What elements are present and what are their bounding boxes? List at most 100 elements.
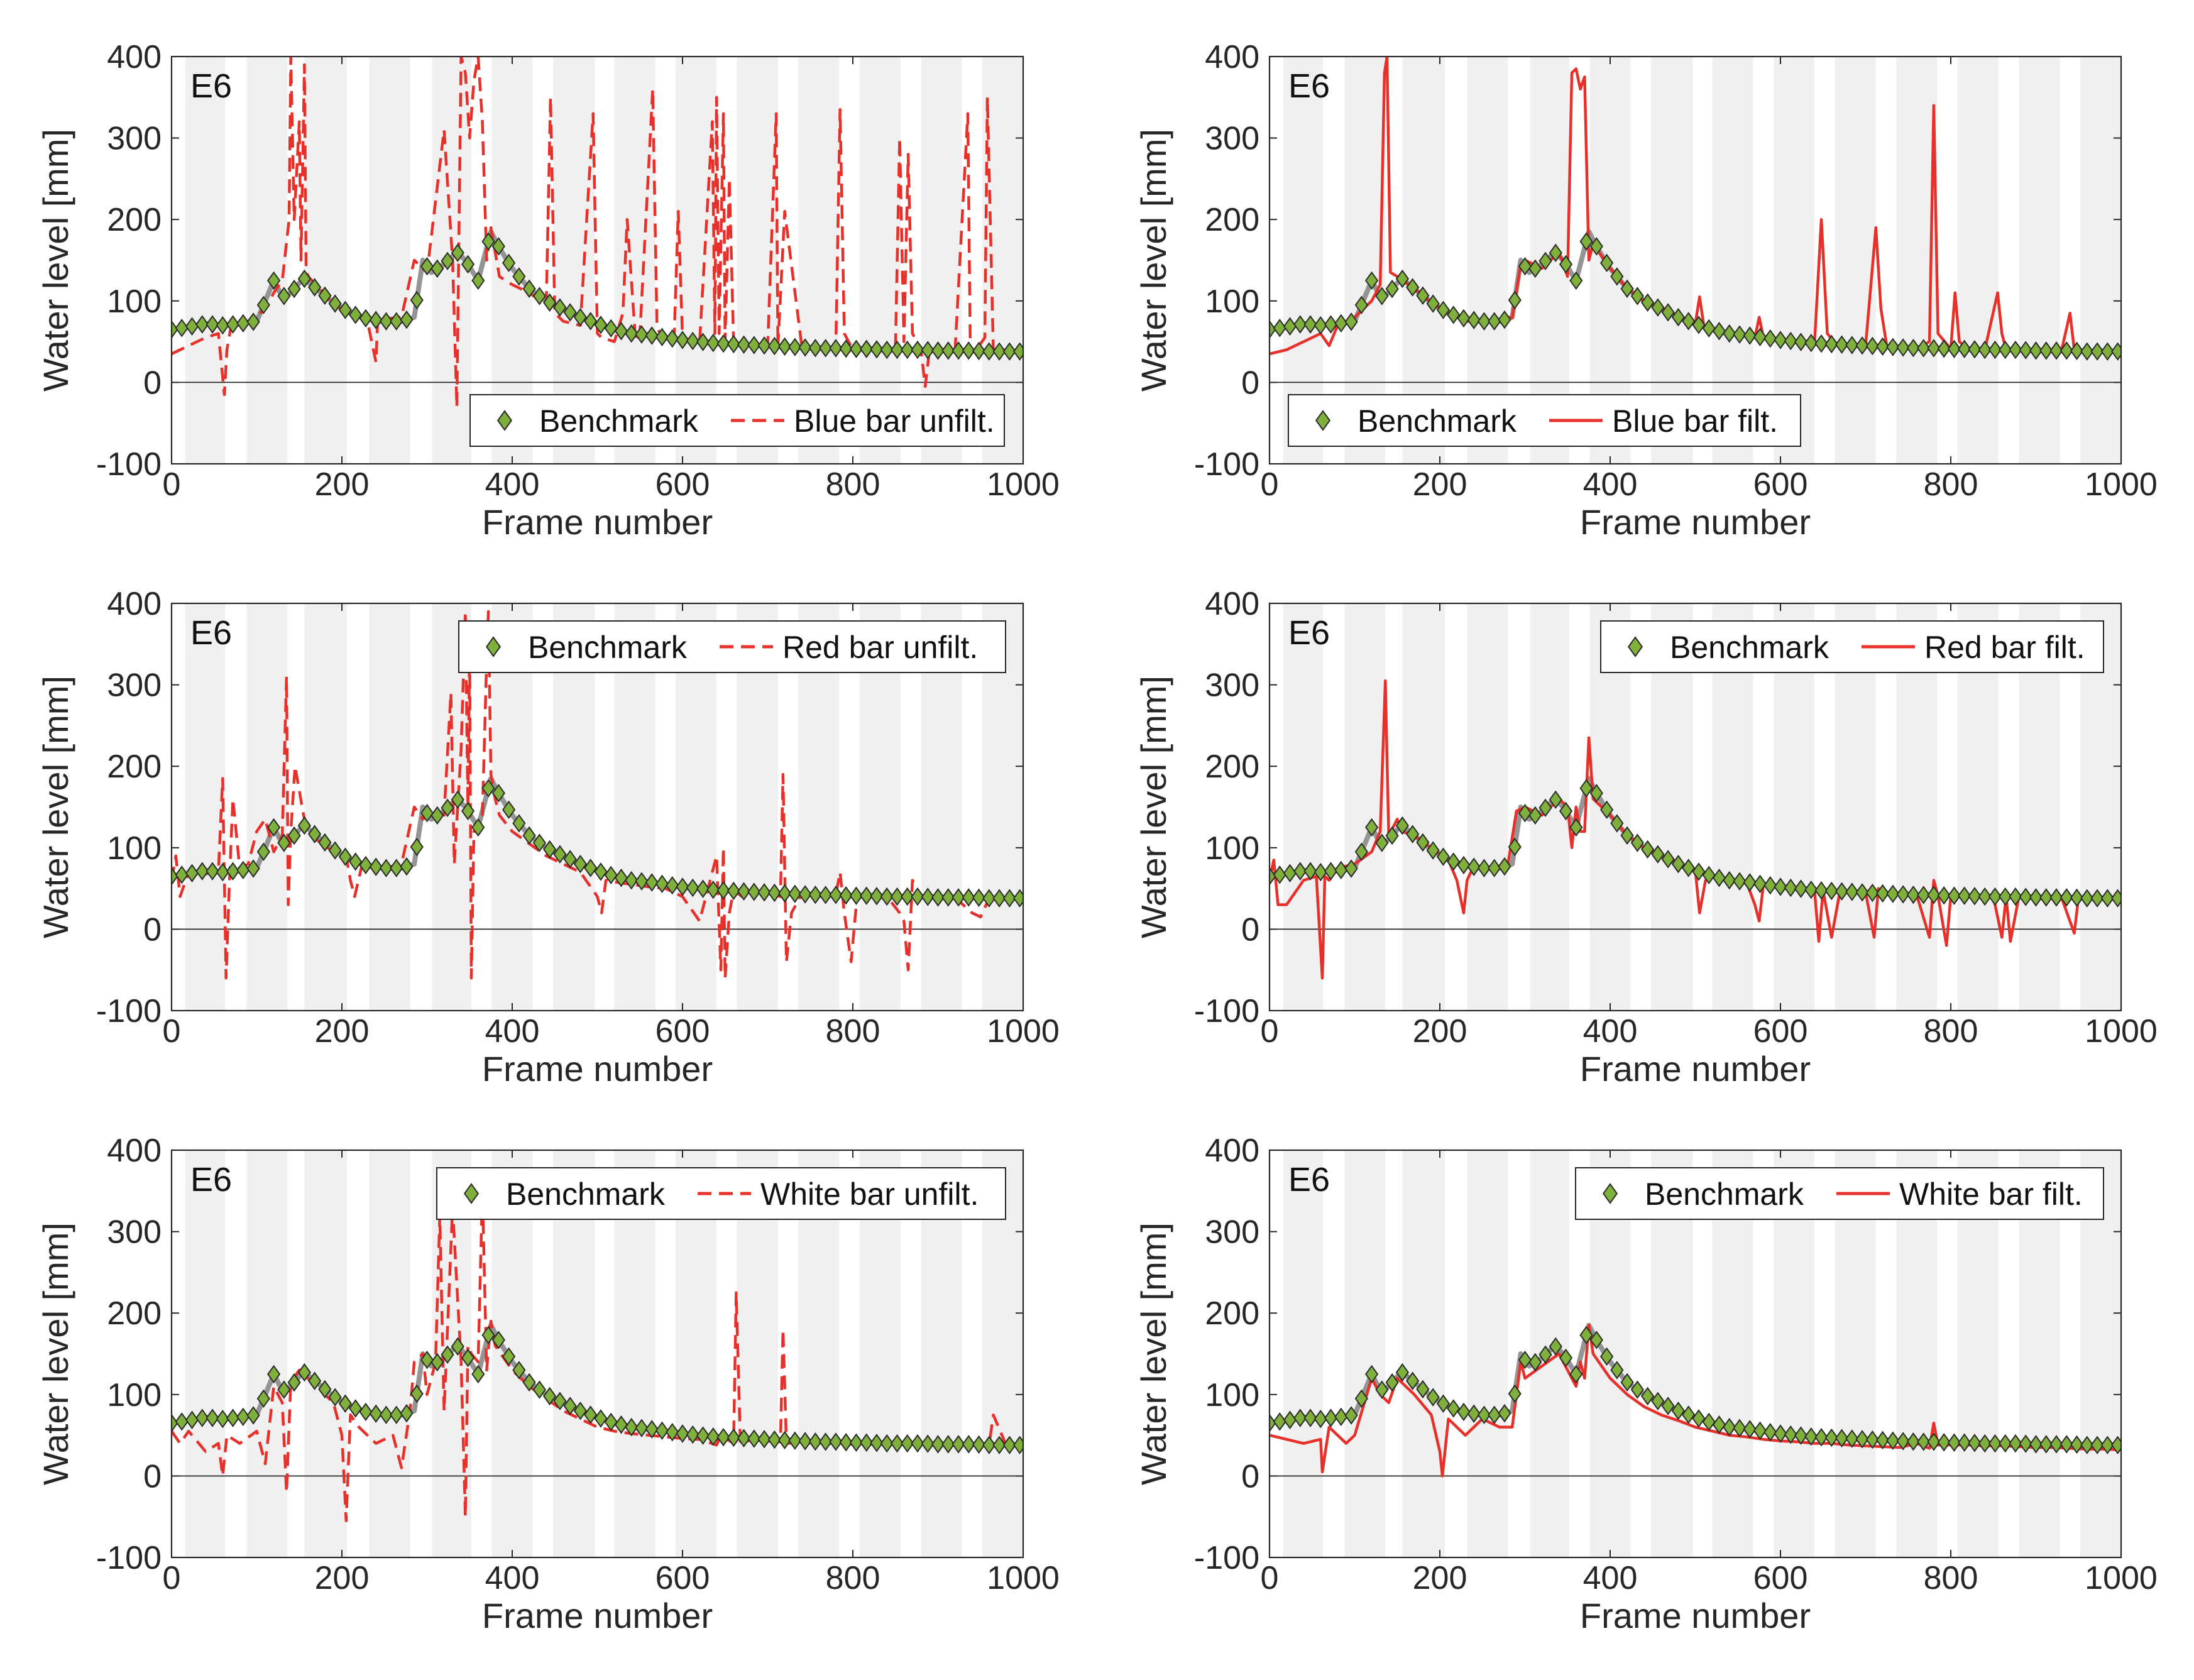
shaded-band [2080,57,2121,464]
y-tick-label: 100 [1205,283,1259,320]
y-tick-label: 100 [107,1377,162,1414]
y-tick-label: 200 [107,1295,162,1332]
legend-label-series: Blue bar unfilt. [794,404,995,439]
y-tick-label: 200 [1205,202,1259,238]
shaded-band [1283,603,1324,1011]
x-tick-label: 200 [1413,1013,1467,1050]
y-tick-label: 0 [1241,1458,1259,1495]
x-tick-label: 1000 [2085,1560,2158,1596]
y-tick-label: 400 [1205,586,1259,622]
y-tick-label: -100 [96,1540,162,1576]
chart-panel-5: 0 200 400 600 800 1000-1000100200300400Frame … [36,1133,1060,1635]
y-tick-label: -100 [96,993,162,1029]
x-tick-label: 800 [1924,1560,1978,1596]
shaded-band [304,1150,347,1557]
y-tick-label: 0 [143,1458,162,1495]
x-tick-label: 600 [1753,466,1808,503]
y-tick-label: 100 [107,830,162,867]
y-axis-label: Water level [mm] [1134,676,1173,938]
shaded-band [246,57,287,464]
x-tick-label: 200 [1413,1560,1467,1596]
y-axis-label: Water level [mm] [36,676,75,938]
legend: Benchmark Blue bar filt. [1288,395,1801,446]
y-tick-label: 400 [107,39,162,75]
x-axis-label: Frame number [1580,502,1811,542]
figure: 0 200 400 600 800 1000-1000100200300400Frame … [0,0,2194,1680]
x-tick-label: 0 [163,1560,181,1596]
y-tick-label: 400 [1205,39,1259,75]
x-tick-label: 1000 [987,1013,1060,1050]
chart-panel-4: 0 200 400 600 800 1000-1000100200300400Frame … [1134,586,2158,1089]
legend-label-series: White bar unfilt. [760,1177,979,1212]
panel-tag: E6 [1288,67,1330,105]
y-tick-label: 0 [1241,911,1259,948]
panel-tag: E6 [190,614,232,652]
legend: Benchmark Red bar filt. [1601,621,2103,673]
x-tick-label: 1000 [987,1560,1060,1596]
shaded-band [1344,1150,1385,1557]
legend: Benchmark White bar filt. [1576,1168,2103,1219]
y-tick-label: 400 [1205,1133,1259,1169]
shaded-band [1467,1150,1508,1557]
x-tick-label: 800 [826,466,880,503]
x-tick-label: 200 [315,466,370,503]
legend-label-benchmark: Benchmark [539,404,699,439]
shaded-band [1467,603,1508,1011]
shaded-band [185,603,226,1011]
x-tick-label: 800 [1924,466,1978,503]
y-tick-label: 100 [107,283,162,320]
y-tick-label: 200 [1205,749,1259,785]
x-tick-label: 1000 [987,466,1060,503]
y-axis-label: Water level [mm] [1134,1222,1173,1485]
x-tick-label: 1000 [2085,466,2158,503]
legend-label-benchmark: Benchmark [1358,404,1517,439]
shaded-band [1283,1150,1324,1557]
legend-label-benchmark: Benchmark [1670,630,1829,665]
x-tick-label: 600 [655,1560,710,1596]
x-tick-label: 600 [655,466,710,503]
x-tick-label: 200 [315,1013,370,1050]
chart-panel-3: 0 200 400 600 800 1000-1000100200300400Frame … [36,586,1060,1089]
y-tick-label: -100 [1194,446,1259,483]
x-tick-label: 0 [163,466,181,503]
y-tick-label: 200 [107,749,162,785]
y-tick-label: -100 [1194,993,1259,1029]
x-axis-label: Frame number [482,1049,713,1089]
panel-tag: E6 [1288,614,1330,652]
x-tick-label: 0 [1261,1560,1279,1596]
legend-label-benchmark: Benchmark [1645,1177,1804,1212]
x-tick-label: 800 [1924,1013,1978,1050]
y-tick-label: 300 [1205,121,1259,157]
x-tick-label: 1000 [2085,1013,2158,1050]
legend-label-benchmark: Benchmark [506,1177,666,1212]
x-tick-label: 200 [1413,466,1467,503]
x-axis-label: Frame number [1580,1049,1811,1089]
x-tick-label: 400 [1583,1013,1638,1050]
x-axis-label: Frame number [1580,1596,1811,1635]
y-tick-label: 100 [1205,1377,1259,1414]
x-tick-label: 800 [826,1560,880,1596]
x-tick-label: 600 [1753,1013,1808,1050]
shaded-band [185,57,226,464]
y-tick-label: 300 [1205,1214,1259,1251]
legend: Benchmark Blue bar unfilt. [470,395,1004,446]
y-tick-label: 100 [1205,830,1259,867]
y-tick-label: 0 [1241,365,1259,401]
x-tick-label: 0 [1261,466,1279,503]
shaded-band [304,57,347,464]
shaded-band [369,1150,410,1557]
shaded-band [369,603,410,1011]
y-tick-label: 200 [1205,1295,1259,1332]
x-tick-label: 400 [485,1560,540,1596]
y-axis-label: Water level [mm] [36,1222,75,1485]
x-tick-label: 0 [163,1013,181,1050]
panel-tag: E6 [190,67,232,105]
x-axis-label: Frame number [482,1596,713,1635]
chart-panel-6: 0 200 400 600 800 1000-1000100200300400Frame … [1134,1133,2158,1635]
chart-panel-2: 0 200 400 600 800 1000-1000100200300400Frame … [1134,39,2158,542]
y-tick-label: 300 [107,121,162,157]
y-tick-label: 400 [107,1133,162,1169]
chart-panel-1: 0 200 400 600 800 1000-1000100200300400Frame … [36,39,1060,542]
x-tick-label: 800 [826,1013,880,1050]
legend-label-series: Red bar unfilt. [782,630,978,665]
